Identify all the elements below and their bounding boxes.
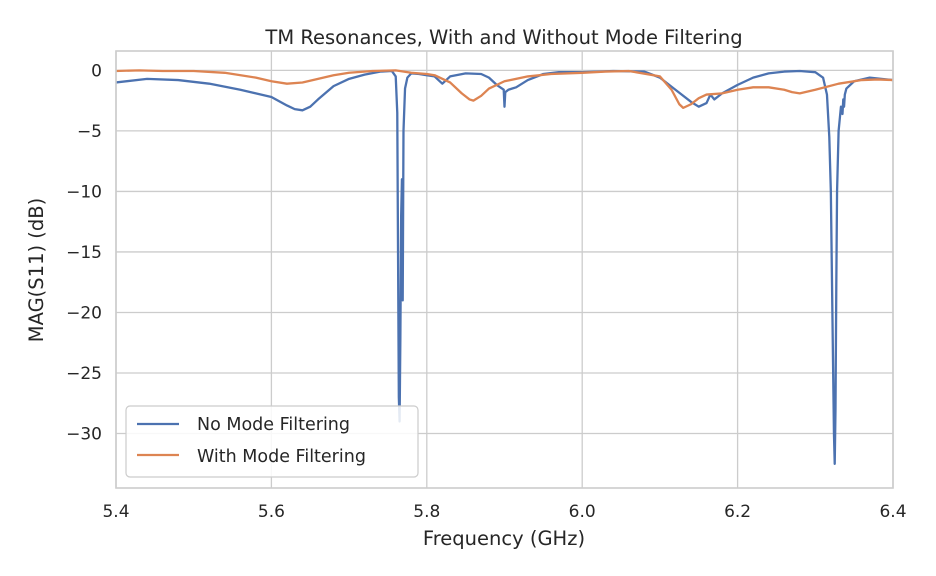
y-tick-label: 0 [91,61,102,81]
y-tick-label: −30 [66,425,102,445]
y-axis-label: MAG(S11) (dB) [25,198,48,343]
plot-frame [115,50,894,489]
legend: No Mode Filtering With Mode Filtering [125,405,419,478]
x-tick-label: 5.4 [102,502,129,522]
x-axis-ticks: 5.4 5.6 5.8 6.0 6.2 6.4 [102,502,906,522]
y-tick-label: −15 [66,243,102,263]
legend-label-no-mode-filtering: No Mode Filtering [197,415,350,435]
x-tick-label: 5.6 [258,502,285,522]
x-tick-label: 6.2 [724,502,751,522]
series-layer [116,69,893,465]
x-tick-label: 6.4 [879,502,906,522]
x-tick-label: 6.0 [569,502,596,522]
x-axis-label: Frequency (GHz) [423,527,585,550]
x-tick-label: 5.8 [413,502,440,522]
legend-label-with-mode-filtering: With Mode Filtering [197,447,366,467]
series-line-with-mode-filtering [116,69,893,110]
series-line-no-mode-filtering [116,69,893,465]
y-axis-ticks: 0 −5 −10 −15 −20 −25 −30 [66,61,102,444]
plot-area [115,50,894,489]
y-tick-label: −10 [66,182,102,202]
y-tick-label: −20 [66,303,102,323]
chart-title: TM Resonances, With and Without Mode Fil… [264,26,742,49]
y-tick-label: −5 [77,122,102,142]
legend-box [125,405,419,478]
y-tick-label: −25 [66,364,102,384]
y-grid [116,69,893,435]
